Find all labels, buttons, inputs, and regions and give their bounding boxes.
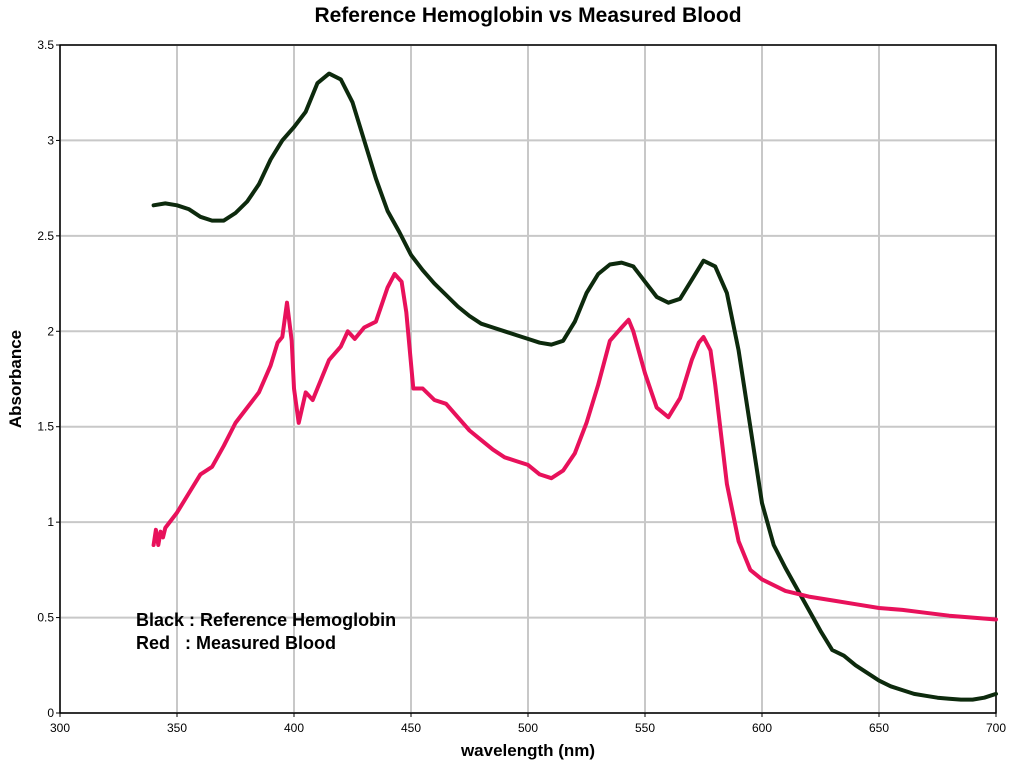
series-line-measured-blood (154, 274, 996, 620)
x-tick-label: 500 (518, 721, 538, 735)
y-tick-label: 1 (47, 515, 54, 529)
chart: Reference Hemoglobin vs Measured Blood 3… (0, 0, 1024, 768)
x-tick-label: 600 (752, 721, 772, 735)
legend-annotation-reference: Black : Reference Hemoglobin (136, 610, 396, 630)
y-tick-label: 3.5 (37, 38, 54, 52)
x-axis-label: wavelength (nm) (460, 741, 595, 760)
y-tick-label: 3 (47, 133, 54, 147)
x-tick-label: 400 (284, 721, 304, 735)
y-tick-label: 1.5 (37, 420, 54, 434)
legend-annotation-measured: Red : Measured Blood (136, 633, 336, 653)
y-axis-ticks: 0 0.5 1 1.5 2 2.5 3 3.5 (37, 38, 60, 720)
series-layer (154, 74, 996, 700)
x-tick-label: 700 (986, 721, 1006, 735)
y-tick-label: 2.5 (37, 229, 54, 243)
x-tick-label: 450 (401, 721, 421, 735)
x-tick-label: 650 (869, 721, 889, 735)
y-tick-label: 0 (47, 706, 54, 720)
y-tick-label: 2 (47, 324, 54, 338)
x-axis-ticks: 300 350 400 450 500 550 600 650 700 (50, 713, 1006, 735)
y-tick-label: 0.5 (37, 611, 54, 625)
x-tick-label: 300 (50, 721, 70, 735)
x-tick-label: 550 (635, 721, 655, 735)
chart-title: Reference Hemoglobin vs Measured Blood (314, 4, 741, 27)
y-axis-label: Absorbance (6, 330, 25, 428)
x-tick-label: 350 (167, 721, 187, 735)
